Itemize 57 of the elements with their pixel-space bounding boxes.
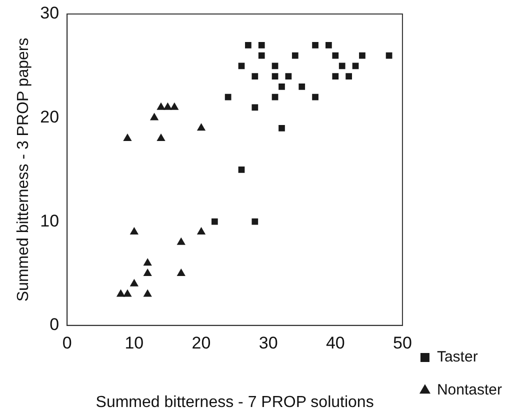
y-tick-label: 0 — [50, 315, 60, 334]
point — [258, 52, 265, 59]
point — [156, 134, 166, 142]
point — [211, 218, 218, 225]
y-tick-label: 30 — [40, 4, 60, 23]
point — [176, 268, 186, 276]
x-tick-label: 50 — [393, 333, 412, 352]
point — [292, 52, 298, 59]
point — [116, 289, 126, 297]
point — [346, 73, 352, 80]
point — [196, 226, 206, 234]
point — [252, 73, 258, 80]
point — [170, 102, 179, 110]
point — [143, 258, 152, 266]
x-tick-label: 30 — [258, 333, 278, 352]
x-tick-label: 0 — [62, 333, 72, 352]
point — [143, 289, 152, 297]
point — [278, 83, 285, 90]
point — [143, 268, 152, 276]
point — [238, 62, 245, 70]
legend-label: Nontaster — [436, 382, 502, 399]
point — [245, 42, 252, 48]
point — [332, 52, 339, 59]
point — [359, 52, 366, 59]
point — [123, 134, 132, 142]
point — [176, 237, 186, 245]
point — [272, 62, 278, 70]
x-tick-label: 10 — [124, 333, 144, 352]
point — [272, 73, 278, 80]
point — [258, 42, 265, 48]
y-tick-label: 10 — [40, 211, 60, 230]
point — [150, 112, 159, 120]
x-tick-label: 20 — [192, 333, 211, 352]
point — [326, 42, 332, 48]
point — [252, 218, 258, 225]
point — [130, 226, 139, 234]
y-axis-title: Summed bitterness - 3 PROP papers — [15, 38, 32, 302]
point — [312, 42, 318, 48]
point — [238, 166, 245, 173]
point — [312, 94, 318, 100]
point — [130, 278, 139, 286]
legend-label: Taster — [436, 348, 478, 366]
point — [224, 94, 232, 100]
point — [196, 123, 206, 131]
point — [252, 104, 258, 111]
point — [332, 73, 339, 80]
point — [156, 102, 166, 110]
point — [163, 102, 172, 110]
y-tick-label: 20 — [40, 107, 60, 126]
point — [338, 62, 346, 70]
point — [285, 73, 292, 80]
x-tick-label: 40 — [326, 333, 345, 352]
point — [123, 289, 132, 297]
x-axis-title: Summed bitterness - 7 PROP solutions — [96, 394, 374, 411]
point — [352, 62, 359, 70]
point — [278, 125, 285, 132]
point — [298, 83, 306, 90]
